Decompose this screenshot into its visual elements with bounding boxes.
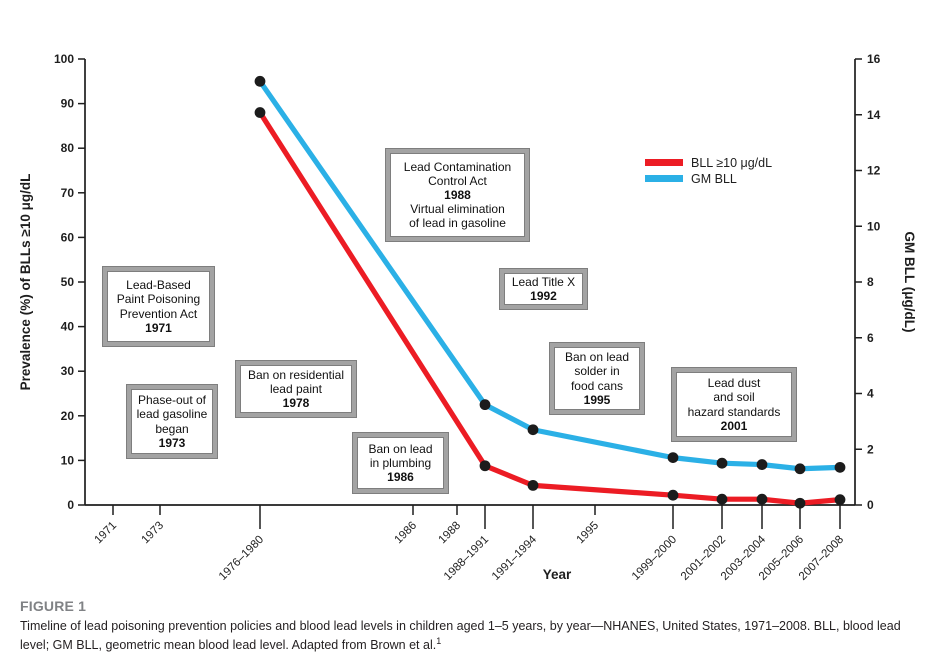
right-axis-tick-label: 2 [867, 442, 874, 456]
data-point-marker [834, 494, 846, 506]
right-axis-tick-label: 0 [867, 498, 874, 512]
figure-caption-text: Timeline of lead poisoning prevention po… [20, 619, 901, 653]
lead-bll-timeline-chart: 0 10 20 30 40 50 60 70 80 90 100 0 2 4 6 8 10 12 14 16 1971 1… [18, 52, 917, 583]
left-axis-tick-label: 10 [61, 453, 75, 467]
right-axis-tick-label: 16 [867, 52, 881, 66]
data-point-marker [716, 493, 728, 505]
figure-caption-block: FIGURE 1 Timeline of lead poisoning prev… [20, 598, 913, 655]
data-point-marker [479, 460, 491, 472]
right-axis-tick-label: 4 [867, 387, 874, 401]
data-point-marker [667, 489, 679, 501]
x-axis-tick-label: 1976–1980 [217, 534, 266, 583]
data-point-marker [756, 493, 768, 505]
x-axis-tick-label: 1991–1994 [490, 533, 540, 583]
legend-label: BLL ≥10 μg/dL [691, 156, 772, 170]
left-axis-tick-label: 30 [61, 364, 75, 378]
data-point-marker [254, 107, 266, 118]
legend-swatch-bll-ge10 [645, 159, 683, 166]
left-axis-tick-label: 60 [61, 230, 75, 244]
x-axis-tick-label: 1971 [93, 520, 120, 547]
left-axis-tick-label: 80 [61, 141, 75, 155]
right-axis-tick-label: 14 [867, 108, 881, 122]
right-axis-tick-label: 10 [867, 219, 881, 233]
left-axis-tick-label: 0 [67, 498, 74, 512]
data-point-marker [667, 452, 679, 464]
series-line-bll-ge10 [257, 109, 843, 506]
data-point-marker [834, 461, 846, 473]
figure-label: FIGURE 1 [20, 598, 87, 614]
left-axis-tick-label: 50 [61, 275, 75, 289]
caption-reference-superscript: 1 [436, 636, 442, 647]
data-point-marker [527, 424, 539, 436]
data-point-marker [756, 459, 768, 470]
legend-swatch-gm-bll [645, 175, 683, 182]
figure-caption: Timeline of lead poisoning prevention po… [20, 618, 913, 655]
x-axis-tick-label: 1986 [393, 520, 420, 547]
x-axis-tick-label: 1999–2000 [630, 534, 679, 583]
x-axis-tick-label: 1973 [140, 520, 167, 547]
left-axis-tick-label: 90 [61, 97, 75, 111]
right-axis-tick-label: 8 [867, 275, 874, 289]
left-y-axis-title: Prevalence (%) of BLLs ≥10 μg/dL [18, 174, 33, 391]
data-point-marker [479, 399, 491, 411]
data-point-marker [794, 497, 806, 509]
data-point-marker [716, 457, 728, 469]
right-axis-tick-label: 12 [867, 164, 881, 178]
right-y-axis-title: GM BLL (μg/dL) [902, 232, 917, 333]
left-axis-tick-label: 70 [61, 186, 75, 200]
legend-label: GM BLL [691, 172, 737, 186]
left-axis-tick-label: 100 [54, 52, 74, 66]
series-line-gm-bll [257, 78, 843, 472]
x-axis-tick-label: 1995 [575, 520, 602, 547]
data-point-marker [527, 479, 539, 491]
x-axis-title: Year [543, 567, 572, 582]
x-axis-tick-label: 1988 [437, 520, 464, 547]
right-axis-tick-label: 6 [867, 331, 874, 345]
left-axis-tick-label: 20 [61, 409, 75, 423]
chart-legend: BLL ≥10 μg/dL GM BLL [645, 156, 772, 186]
data-point-marker [794, 463, 806, 475]
data-point-marker [254, 75, 266, 87]
left-axis-tick-label: 40 [61, 320, 75, 334]
